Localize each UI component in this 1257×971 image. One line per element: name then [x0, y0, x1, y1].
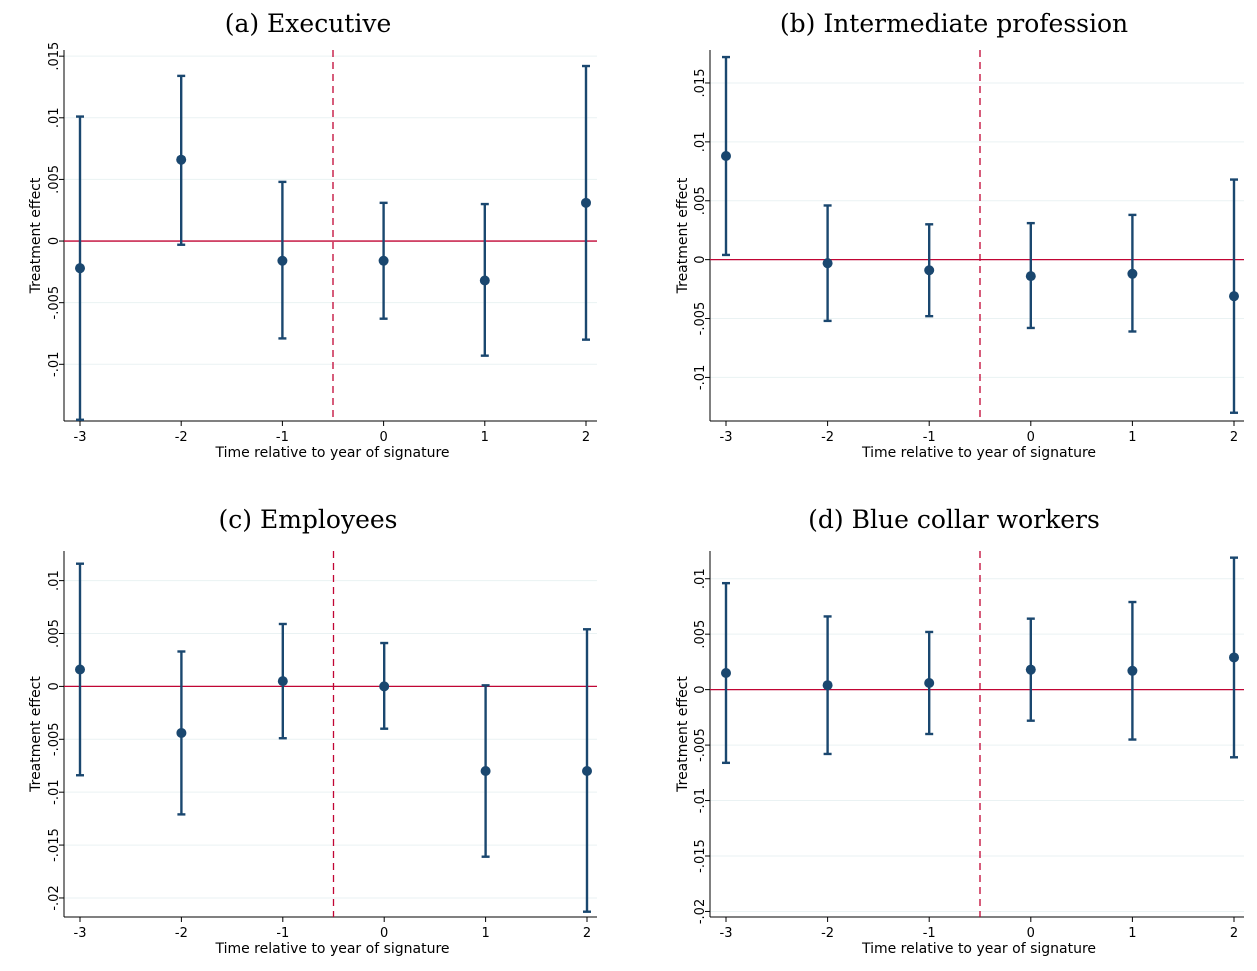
estimate-point [176, 727, 187, 738]
y-tick-label: -.005 [693, 302, 708, 336]
estimate-point [822, 258, 833, 269]
x-axis-label: Time relative to year of signature [214, 445, 449, 461]
y-tick-label: .015 [693, 69, 708, 98]
x-tick-label: 1 [481, 926, 489, 941]
y-tick-label: .005 [47, 619, 62, 648]
y-tick-label: -.02 [47, 885, 62, 910]
y-tick-label: .01 [47, 107, 62, 128]
estimate-point [1025, 271, 1036, 282]
estimate-point [378, 255, 389, 266]
estimate-point [924, 265, 935, 276]
y-tick-label: -.01 [693, 365, 708, 390]
x-tick-label: 0 [1027, 926, 1035, 941]
estimate-point [479, 275, 490, 286]
estimate-point [75, 664, 85, 675]
x-tick-label: -1 [923, 926, 936, 941]
x-tick-label: 1 [1128, 926, 1136, 941]
x-tick-label: 2 [1230, 430, 1238, 445]
estimate-point [176, 154, 187, 165]
estimate-point [277, 255, 288, 266]
x-tick-label: 0 [380, 926, 388, 941]
estimate-point [75, 263, 85, 274]
chart-panel-3: (d) Blue collar workers .01 .005 0 -.005 -.01… [675, 505, 1244, 957]
x-tick-label: -1 [923, 430, 936, 445]
estimate-point [822, 680, 833, 691]
estimate-point [721, 151, 731, 161]
x-axis-label: Time relative to year of signature [861, 941, 1096, 957]
y-tick-label: .005 [693, 620, 708, 649]
x-tick-label: 0 [379, 430, 387, 445]
y-tick-label: 0 [693, 256, 708, 264]
x-tick-label: -2 [175, 430, 188, 445]
x-tick-label: -2 [821, 926, 834, 941]
x-tick-label: 2 [1230, 926, 1238, 941]
y-tick-label: 0 [47, 682, 62, 690]
x-tick-label: 1 [1128, 430, 1136, 445]
y-tick-label: -.005 [47, 722, 62, 756]
estimate-point [277, 676, 288, 687]
x-tick-label: -3 [74, 430, 87, 445]
x-tick-label: -1 [276, 430, 289, 445]
estimate-point [480, 766, 491, 777]
estimate-point [924, 677, 935, 688]
y-tick-label: -.01 [47, 352, 62, 377]
panel-title: (a) Executive [225, 9, 392, 38]
x-tick-label: 2 [582, 430, 590, 445]
y-axis-label: Treatment effect [28, 177, 44, 294]
chart-panel-0: (a) Executive .015 .01 .005 0 -.005 -.01 -3 -2 -1… [28, 9, 597, 461]
x-tick-label: 0 [1027, 430, 1035, 445]
x-tick-label: -3 [720, 430, 733, 445]
x-axis-label: Time relative to year of signature [861, 445, 1096, 461]
y-tick-label: -.02 [693, 899, 708, 924]
x-tick-label: -2 [175, 926, 188, 941]
panel-title: (b) Intermediate profession [780, 9, 1128, 38]
estimate-point [1025, 664, 1036, 675]
estimate-point [581, 197, 591, 208]
panel-title: (d) Blue collar workers [808, 505, 1100, 534]
chart-panel-1: (b) Intermediate profession .015 .01 .005 0 -… [675, 9, 1244, 461]
chart-panel-2: (c) Employees .01 .005 0 -.005 -.01 -.015 -.02 -… [28, 505, 597, 957]
x-axis-label: Time relative to year of signature [214, 941, 449, 957]
y-tick-label: 0 [47, 237, 62, 245]
estimate-point [1229, 291, 1239, 302]
y-tick-label: -.015 [693, 839, 708, 873]
y-tick-label: -.015 [47, 828, 62, 862]
estimate-point [721, 668, 731, 678]
y-tick-label: .01 [47, 570, 62, 591]
estimate-point [1127, 268, 1138, 279]
y-tick-label: .01 [693, 132, 708, 153]
x-tick-label: 2 [583, 926, 591, 941]
y-axis-label: Treatment effect [28, 676, 44, 793]
x-tick-label: -3 [720, 926, 733, 941]
y-axis-label: Treatment effect [675, 676, 691, 793]
x-tick-label: -2 [821, 430, 834, 445]
y-axis-label: Treatment effect [675, 177, 691, 294]
estimate-point [379, 681, 390, 692]
y-tick-label: .005 [47, 165, 62, 194]
x-tick-label: -1 [276, 926, 289, 941]
y-tick-label: -.005 [47, 286, 62, 320]
y-tick-label: -.005 [693, 728, 708, 762]
y-tick-label: 0 [693, 685, 708, 693]
estimate-point [1127, 665, 1138, 676]
y-tick-label: -.01 [47, 779, 62, 804]
estimate-point [582, 766, 592, 777]
y-tick-label: .015 [47, 42, 62, 71]
x-tick-label: -3 [74, 926, 87, 941]
y-tick-label: .01 [693, 568, 708, 589]
y-tick-label: -.01 [693, 788, 708, 813]
estimate-point [1229, 652, 1239, 663]
y-tick-label: .005 [693, 186, 708, 215]
x-tick-label: 1 [481, 430, 489, 445]
panel-title: (c) Employees [218, 505, 397, 534]
